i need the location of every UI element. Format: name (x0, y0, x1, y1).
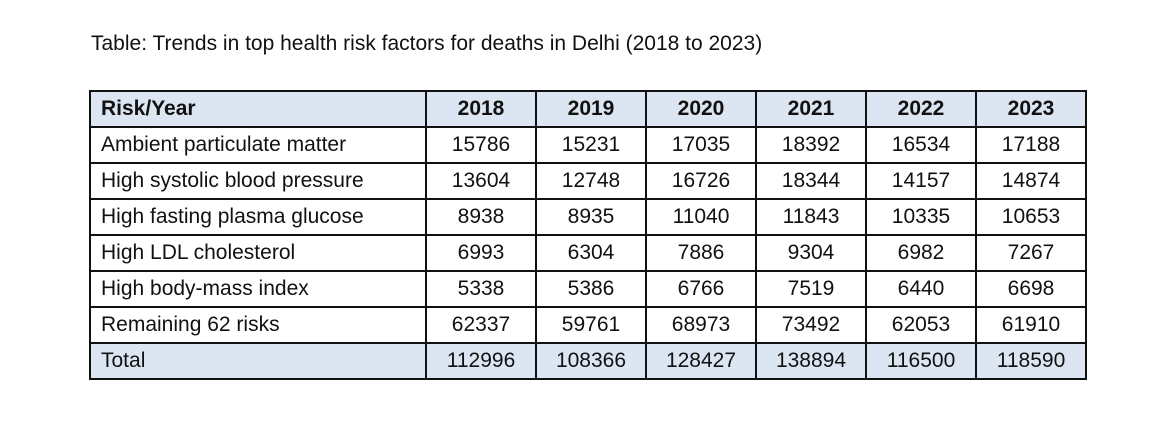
column-header-risk: Risk/Year (89, 90, 427, 128)
table-caption: Table: Trends in top health risk factors… (91, 32, 763, 55)
value-cell: 11843 (755, 198, 867, 236)
value-cell: 10653 (975, 198, 1087, 236)
column-header-year: 2023 (975, 90, 1087, 128)
risk-label-cell: Total (89, 342, 427, 380)
value-cell: 59761 (535, 306, 647, 344)
value-cell: 108366 (535, 342, 647, 380)
value-cell: 9304 (755, 234, 867, 272)
column-header-year: 2022 (865, 90, 977, 128)
value-cell: 17188 (975, 126, 1087, 164)
value-cell: 116500 (865, 342, 977, 380)
risk-label-cell: High systolic blood pressure (89, 162, 427, 200)
value-cell: 7519 (755, 270, 867, 308)
value-cell: 5338 (425, 270, 537, 308)
risk-label-cell: High body-mass index (89, 270, 427, 308)
table-row: Ambient particulate matter 15786 15231 1703… (89, 126, 1087, 164)
value-cell: 8935 (535, 198, 647, 236)
column-header-year: 2020 (645, 90, 757, 128)
risk-label-cell: High fasting plasma glucose (89, 198, 427, 236)
value-cell: 6993 (425, 234, 537, 272)
value-cell: 13604 (425, 162, 537, 200)
column-header-year: 2018 (425, 90, 537, 128)
value-cell: 18344 (755, 162, 867, 200)
value-cell: 112996 (425, 342, 537, 380)
value-cell: 12748 (535, 162, 647, 200)
value-cell: 16726 (645, 162, 757, 200)
value-cell: 5386 (535, 270, 647, 308)
value-cell: 62337 (425, 306, 537, 344)
column-header-year: 2021 (755, 90, 867, 128)
value-cell: 15231 (535, 126, 647, 164)
value-cell: 18392 (755, 126, 867, 164)
value-cell: 138894 (755, 342, 867, 380)
risk-label-cell: Remaining 62 risks (89, 306, 427, 344)
table-row: High fasting plasma glucose 8938 8935 11040… (89, 198, 1087, 236)
value-cell: 8938 (425, 198, 537, 236)
value-cell: 128427 (645, 342, 757, 380)
value-cell: 6440 (865, 270, 977, 308)
value-cell: 11040 (645, 198, 757, 236)
value-cell: 73492 (755, 306, 867, 344)
table-row: High LDL cholesterol 6993 6304 7886 9304 6982… (89, 234, 1087, 272)
risk-factors-table: Risk/Year 2018 2019 2020 2021 2022 2023 Ambien… (89, 90, 1087, 380)
value-cell: 17035 (645, 126, 757, 164)
risk-label-cell: Ambient particulate matter (89, 126, 427, 164)
value-cell: 7267 (975, 234, 1087, 272)
value-cell: 6982 (865, 234, 977, 272)
value-cell: 7886 (645, 234, 757, 272)
table-row: Remaining 62 risks 62337 59761 68973 73492 62… (89, 306, 1087, 344)
value-cell: 14157 (865, 162, 977, 200)
value-cell: 16534 (865, 126, 977, 164)
value-cell: 61910 (975, 306, 1087, 344)
value-cell: 68973 (645, 306, 757, 344)
value-cell: 6698 (975, 270, 1087, 308)
value-cell: 6766 (645, 270, 757, 308)
table-row: High body-mass index 5338 5386 6766 7519 6440… (89, 270, 1087, 308)
header-row: Risk/Year 2018 2019 2020 2021 2022 2023 (89, 90, 1087, 128)
table-row: High systolic blood pressure 13604 12748 16… (89, 162, 1087, 200)
column-header-year: 2019 (535, 90, 647, 128)
value-cell: 118590 (975, 342, 1087, 380)
value-cell: 15786 (425, 126, 537, 164)
value-cell: 14874 (975, 162, 1087, 200)
value-cell: 62053 (865, 306, 977, 344)
risk-label-cell: High LDL cholesterol (89, 234, 427, 272)
value-cell: 10335 (865, 198, 977, 236)
total-row: Total 112996 108366 128427 138894 116500 11859… (89, 342, 1087, 380)
value-cell: 6304 (535, 234, 647, 272)
